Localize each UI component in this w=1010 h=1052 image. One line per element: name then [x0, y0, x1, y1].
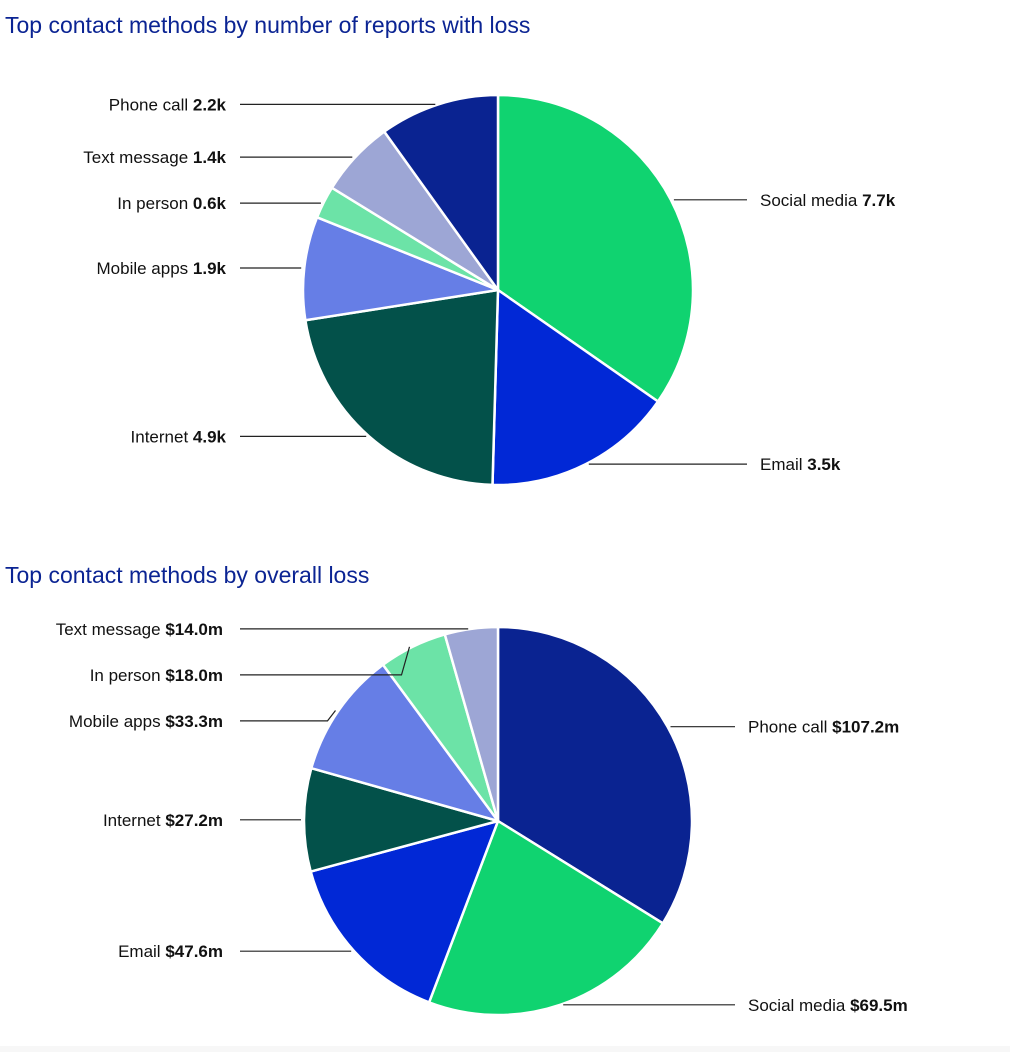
- slice-label-name: Email: [760, 455, 803, 474]
- leader-lines: [240, 103, 747, 465]
- leader-lines: [240, 628, 735, 1006]
- slice-label-name: Social media: [760, 191, 858, 210]
- slice-label-value: 2.2k: [193, 95, 227, 114]
- slice-label-social-media: Social media $69.5m: [748, 996, 908, 1015]
- slice-label-value: 1.4k: [193, 148, 227, 167]
- slice-label-name: In person: [117, 194, 188, 213]
- slice-label-value: $107.2m: [832, 718, 899, 737]
- pie-slice-email: [491, 288, 660, 487]
- slice-label-mobile-apps: Mobile apps $33.3m: [69, 712, 223, 731]
- pie-chart-reports: Social media 7.7k Email 3.5k Internet 4.9k…: [83, 93, 896, 487]
- slice-label-value: 0.6k: [193, 194, 227, 213]
- pie-slice-phone-call: [496, 625, 694, 925]
- chart-title-reports: Top contact methods by number of reports…: [5, 12, 531, 38]
- pie-slice-internet: [304, 288, 500, 487]
- slice-label-name: Email: [118, 942, 161, 961]
- slice-label-phone-call: Phone call 2.2k: [109, 95, 227, 114]
- slice-label-name: Internet: [131, 427, 189, 446]
- slice-label-name: Text message: [56, 620, 161, 639]
- pie-slice-social-media: [427, 819, 665, 1017]
- pie-slice-email: [309, 819, 500, 1004]
- slice-label-email: Email 3.5k: [760, 455, 841, 474]
- pie-slices: [302, 625, 694, 1017]
- slice-label-mobile-apps: Mobile apps 1.9k: [97, 259, 227, 278]
- slice-label-name: Phone call: [109, 95, 188, 114]
- bottom-divider: [0, 1046, 1010, 1052]
- leader-line-in-person: [240, 646, 411, 676]
- pie-slice-mobile-apps: [301, 216, 500, 322]
- pie-slice-social-media: [496, 93, 695, 403]
- slice-labels: Social media 7.7k Email 3.5k Internet 4.9k…: [83, 95, 895, 474]
- slice-label-name: In person: [90, 666, 161, 685]
- slice-label-email: Email $47.6m: [118, 942, 223, 961]
- slice-label-value: $18.0m: [165, 666, 223, 685]
- slice-label-in-person: In person 0.6k: [117, 194, 226, 213]
- slice-label-value: $14.0m: [165, 620, 223, 639]
- slice-label-value: 3.5k: [807, 455, 841, 474]
- slice-label-in-person: In person $18.0m: [90, 666, 223, 685]
- slice-label-value: $47.6m: [165, 942, 223, 961]
- pie-slice-text-message: [443, 625, 500, 823]
- slice-label-text-message: Text message 1.4k: [83, 148, 226, 167]
- chart-title-loss: Top contact methods by overall loss: [5, 562, 370, 588]
- slice-label-value: 1.9k: [193, 259, 227, 278]
- slice-label-value: $27.2m: [165, 811, 223, 830]
- slice-label-name: Mobile apps: [97, 259, 189, 278]
- pie-chart-loss: Phone call $107.2m Social media $69.5m Ema…: [56, 620, 908, 1017]
- slice-label-value: 7.7k: [862, 191, 896, 210]
- slice-labels: Phone call $107.2m Social media $69.5m Ema…: [56, 620, 908, 1015]
- slice-label-name: Phone call: [748, 718, 827, 737]
- slice-label-phone-call: Phone call $107.2m: [748, 718, 899, 737]
- slice-label-internet: Internet $27.2m: [103, 811, 223, 830]
- pie-slices: [301, 93, 695, 487]
- pie-slice-phone-call: [383, 93, 500, 292]
- slice-label-name: Social media: [748, 996, 846, 1015]
- slice-label-name: Mobile apps: [69, 712, 161, 731]
- pie-slice-internet: [302, 766, 500, 873]
- slice-label-name: Internet: [103, 811, 161, 830]
- slice-label-value: $69.5m: [850, 996, 908, 1015]
- slice-label-value: $33.3m: [165, 712, 223, 731]
- slice-label-internet: Internet 4.9k: [131, 427, 227, 446]
- leader-line-mobile-apps: [240, 710, 336, 722]
- slice-label-value: 4.9k: [193, 427, 227, 446]
- pie-slice-mobile-apps: [310, 663, 500, 823]
- slice-label-social-media: Social media 7.7k: [760, 191, 896, 210]
- slice-label-name: Text message: [83, 148, 188, 167]
- slice-label-text-message: Text message $14.0m: [56, 620, 223, 639]
